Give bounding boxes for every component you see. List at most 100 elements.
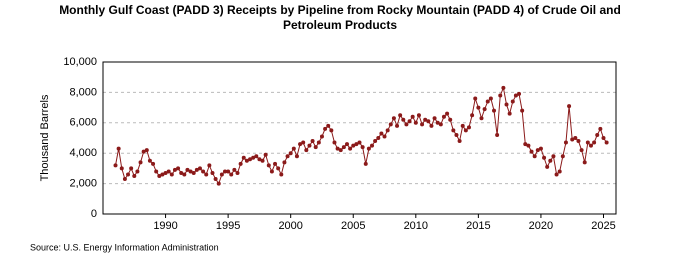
data-point xyxy=(157,174,162,178)
data-point xyxy=(479,116,484,121)
data-point xyxy=(526,143,531,148)
data-point xyxy=(229,172,234,177)
x-tick-label: 2010 xyxy=(404,220,428,232)
data-point xyxy=(335,146,340,151)
data-point xyxy=(426,119,431,124)
data-point xyxy=(595,132,600,137)
data-point xyxy=(154,169,159,174)
data-point xyxy=(285,154,290,159)
data-point xyxy=(122,177,127,182)
data-point xyxy=(313,145,318,150)
data-point xyxy=(310,139,315,144)
data-point xyxy=(570,137,575,142)
data-point xyxy=(391,116,396,121)
data-point xyxy=(576,139,581,144)
data-point xyxy=(129,166,134,171)
data-point xyxy=(169,172,174,177)
data-point xyxy=(126,172,131,177)
data-point xyxy=(113,163,118,168)
data-point xyxy=(279,172,284,177)
data-point xyxy=(141,149,146,154)
data-point xyxy=(379,131,384,136)
data-point xyxy=(551,154,556,159)
data-point xyxy=(351,143,356,148)
data-point xyxy=(520,108,525,113)
data-point xyxy=(554,172,559,177)
data-point xyxy=(116,146,121,151)
data-point xyxy=(357,140,362,145)
x-tick-label: 2005 xyxy=(341,220,365,232)
data-point xyxy=(510,99,515,104)
data-point xyxy=(563,140,568,145)
data-point xyxy=(226,169,231,174)
data-point xyxy=(179,170,184,175)
data-point xyxy=(332,140,337,145)
source-note: Source: U.S. Energy Information Administ… xyxy=(30,242,219,252)
data-point xyxy=(370,143,375,148)
data-point xyxy=(598,126,603,131)
data-point xyxy=(338,148,343,153)
data-point xyxy=(269,169,274,174)
y-tick-label: 6,000 xyxy=(69,117,97,129)
data-point xyxy=(579,148,584,153)
data-point xyxy=(354,142,359,147)
x-tick-label: 1990 xyxy=(153,220,177,232)
plot-frame xyxy=(102,61,617,215)
data-point xyxy=(404,122,409,127)
data-point xyxy=(398,113,403,118)
data-point xyxy=(513,93,518,98)
data-point xyxy=(482,107,487,112)
data-point xyxy=(376,136,381,140)
data-point xyxy=(185,167,190,172)
data-point xyxy=(135,169,140,174)
data-point xyxy=(429,123,434,128)
data-point xyxy=(191,170,196,175)
data-point xyxy=(466,125,471,130)
data-point xyxy=(457,139,462,144)
data-point xyxy=(532,154,537,159)
data-point xyxy=(476,105,481,110)
y-tick-label: 0 xyxy=(91,208,97,220)
data-point xyxy=(232,167,237,172)
data-point xyxy=(238,161,243,166)
data-point xyxy=(582,160,587,165)
data-point xyxy=(160,172,165,177)
data-point xyxy=(441,114,446,119)
data-point xyxy=(260,158,265,163)
data-point xyxy=(445,111,450,116)
data-point xyxy=(291,146,296,151)
data-point xyxy=(438,122,443,127)
data-point xyxy=(207,163,212,168)
data-point xyxy=(304,148,309,153)
data-point xyxy=(573,136,578,140)
data-point xyxy=(451,128,456,133)
data-point xyxy=(416,113,421,118)
data-point xyxy=(557,169,562,174)
data-point xyxy=(420,122,425,127)
data-point xyxy=(235,170,240,175)
y-tick-label: 2,000 xyxy=(69,178,97,190)
data-point xyxy=(273,161,278,166)
data-point xyxy=(298,142,303,147)
data-point xyxy=(601,136,606,140)
data-point xyxy=(495,132,500,137)
data-point xyxy=(348,146,353,151)
data-point xyxy=(176,166,181,171)
data-point xyxy=(366,146,371,151)
x-tick-label: 1995 xyxy=(216,220,240,232)
data-point xyxy=(432,116,437,121)
data-point xyxy=(188,169,193,174)
data-point xyxy=(385,128,390,133)
data-point xyxy=(222,169,227,174)
data-point xyxy=(363,161,368,166)
data-point xyxy=(182,172,187,177)
data-point xyxy=(216,181,221,186)
data-point xyxy=(257,157,262,162)
data-point xyxy=(138,160,143,165)
data-point xyxy=(172,167,177,172)
data-point xyxy=(344,142,349,147)
chart-title: Monthly Gulf Coast (PADD 3) Receipts by … xyxy=(59,3,621,32)
data-point xyxy=(448,117,453,122)
